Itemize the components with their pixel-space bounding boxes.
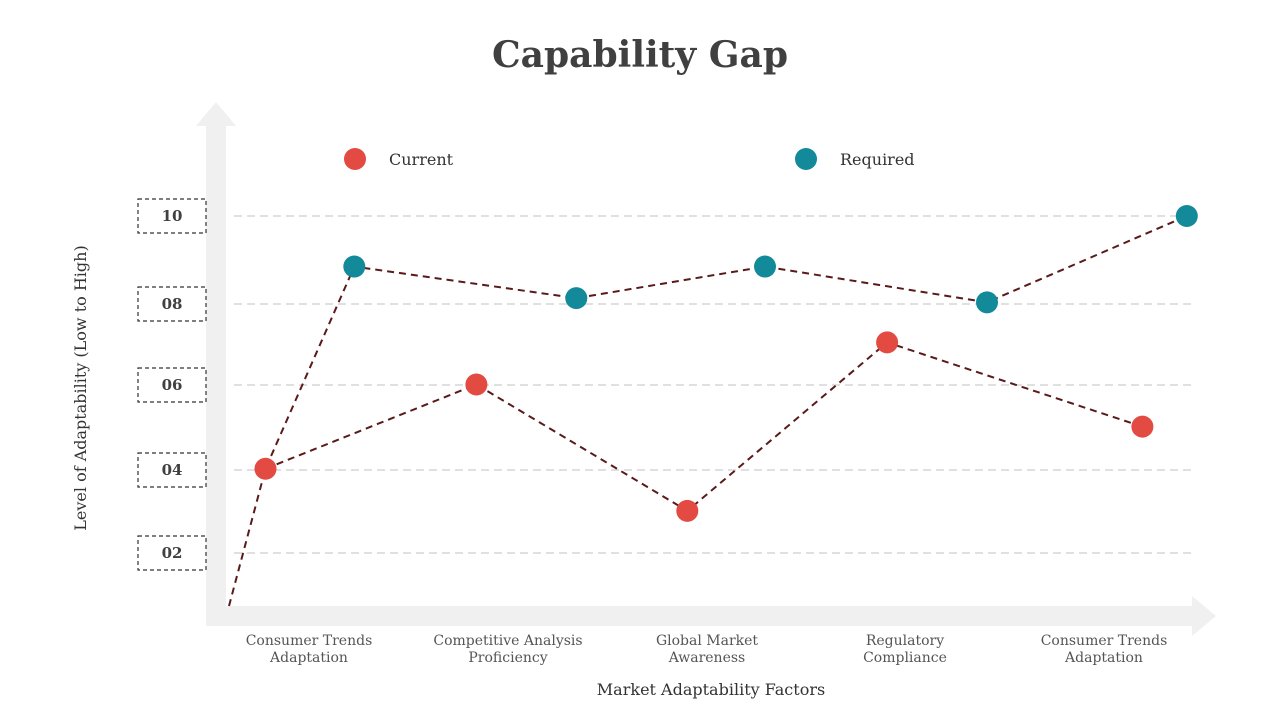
category-label: Proficiency <box>468 650 547 666</box>
category-label: Global Market <box>656 633 758 649</box>
y-tick-box <box>137 452 207 488</box>
legend-marker-required <box>795 148 817 170</box>
point-current <box>465 373 488 396</box>
point-required <box>343 255 366 278</box>
point-required <box>565 287 588 310</box>
y-tick-box <box>137 367 207 403</box>
category-label: Awareness <box>668 650 745 666</box>
category-label: Competitive Analysis <box>433 633 582 649</box>
y-tick-label: 08 <box>162 295 183 313</box>
y-tick-box <box>137 198 207 234</box>
data-points <box>254 205 1198 522</box>
chart-axes <box>196 102 1216 636</box>
category-label: Regulatory <box>866 633 944 649</box>
legend: Current Required <box>344 148 915 170</box>
series-line-current <box>265 341 1143 513</box>
point-required <box>976 291 998 314</box>
point-required <box>754 255 776 278</box>
grid-lines <box>234 215 1194 554</box>
point-current <box>876 331 899 354</box>
y-axis-arrowhead <box>196 102 236 126</box>
x-axis-title: Market Adaptability Factors <box>597 680 825 699</box>
point-current <box>676 499 699 522</box>
category-label: Consumer Trends <box>246 633 373 649</box>
y-tick-label: 06 <box>162 376 183 394</box>
category-label: Compliance <box>863 650 947 666</box>
y-axis-title: Level of Adaptability (Low to High) <box>71 245 90 530</box>
y-tick-box <box>137 286 207 322</box>
series-lines <box>228 215 1188 607</box>
y-tick-label: 02 <box>162 544 183 562</box>
legend-label-current: Current <box>389 150 454 169</box>
y-axis-bar <box>206 122 226 626</box>
point-current <box>1131 415 1154 438</box>
y-tick-label: 10 <box>162 207 183 225</box>
series-line-required <box>228 215 1188 607</box>
x-axis-arrowhead <box>1192 596 1216 636</box>
category-label: Adaptation <box>1064 650 1143 666</box>
chart-title: Capability Gap <box>492 34 788 76</box>
legend-marker-current <box>344 148 366 170</box>
category-label: Consumer Trends <box>1041 633 1168 649</box>
x-axis-bar <box>206 606 1196 626</box>
point-required <box>1175 205 1198 227</box>
y-tick-label: 04 <box>162 461 183 479</box>
y-tick-labels: 02 04 06 08 10 <box>137 198 207 571</box>
legend-label-required: Required <box>840 150 915 169</box>
category-label: Adaptation <box>269 650 348 666</box>
y-tick-box <box>137 535 207 571</box>
point-current <box>254 457 277 480</box>
